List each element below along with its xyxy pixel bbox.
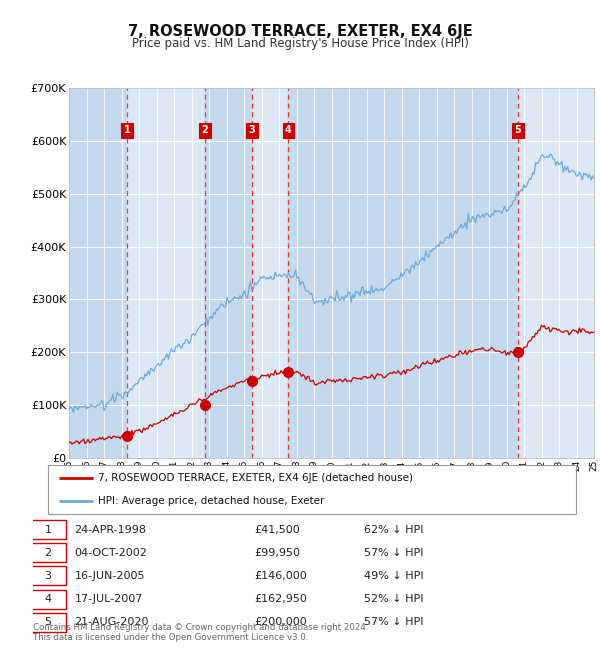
Text: £99,950: £99,950 — [254, 548, 300, 558]
Text: 62% ↓ HPI: 62% ↓ HPI — [364, 525, 424, 534]
Bar — [289, 88, 518, 458]
Text: 24-APR-1998: 24-APR-1998 — [74, 525, 146, 534]
Text: 57% ↓ HPI: 57% ↓ HPI — [364, 618, 424, 627]
Text: Contains HM Land Registry data © Crown copyright and database right 2024.
This d: Contains HM Land Registry data © Crown c… — [33, 623, 368, 642]
Text: 52% ↓ HPI: 52% ↓ HPI — [364, 594, 424, 604]
Text: 4: 4 — [285, 125, 292, 135]
Text: 5: 5 — [514, 125, 521, 135]
Text: £41,500: £41,500 — [254, 525, 299, 534]
FancyBboxPatch shape — [30, 613, 66, 632]
Text: 16-JUN-2005: 16-JUN-2005 — [74, 571, 145, 581]
Bar — [518, 88, 594, 458]
Text: 57% ↓ HPI: 57% ↓ HPI — [364, 548, 424, 558]
FancyBboxPatch shape — [30, 590, 66, 608]
FancyBboxPatch shape — [30, 520, 66, 539]
Text: 17-JUL-2007: 17-JUL-2007 — [74, 594, 143, 604]
Text: 3: 3 — [248, 125, 256, 135]
FancyBboxPatch shape — [30, 566, 66, 586]
Text: Price paid vs. HM Land Registry's House Price Index (HPI): Price paid vs. HM Land Registry's House … — [131, 37, 469, 50]
Text: 49% ↓ HPI: 49% ↓ HPI — [364, 571, 424, 581]
Bar — [205, 88, 252, 458]
Text: £200,000: £200,000 — [254, 618, 307, 627]
Text: 5: 5 — [44, 618, 52, 627]
Text: 4: 4 — [44, 594, 52, 604]
Text: 1: 1 — [44, 525, 52, 534]
Text: 2: 2 — [202, 125, 208, 135]
Text: 21-AUG-2020: 21-AUG-2020 — [74, 618, 149, 627]
Text: £162,950: £162,950 — [254, 594, 307, 604]
FancyBboxPatch shape — [48, 465, 576, 514]
FancyBboxPatch shape — [30, 543, 66, 562]
Text: HPI: Average price, detached house, Exeter: HPI: Average price, detached house, Exet… — [98, 497, 325, 506]
Text: 3: 3 — [44, 571, 52, 581]
Bar — [69, 88, 127, 458]
Bar — [127, 88, 205, 458]
Bar — [252, 88, 289, 458]
Text: 04-OCT-2002: 04-OCT-2002 — [74, 548, 147, 558]
Text: £146,000: £146,000 — [254, 571, 307, 581]
Text: 2: 2 — [44, 548, 52, 558]
Text: 7, ROSEWOOD TERRACE, EXETER, EX4 6JE (detached house): 7, ROSEWOOD TERRACE, EXETER, EX4 6JE (de… — [98, 473, 413, 483]
Text: 1: 1 — [124, 125, 130, 135]
Text: 7, ROSEWOOD TERRACE, EXETER, EX4 6JE: 7, ROSEWOOD TERRACE, EXETER, EX4 6JE — [128, 23, 472, 39]
